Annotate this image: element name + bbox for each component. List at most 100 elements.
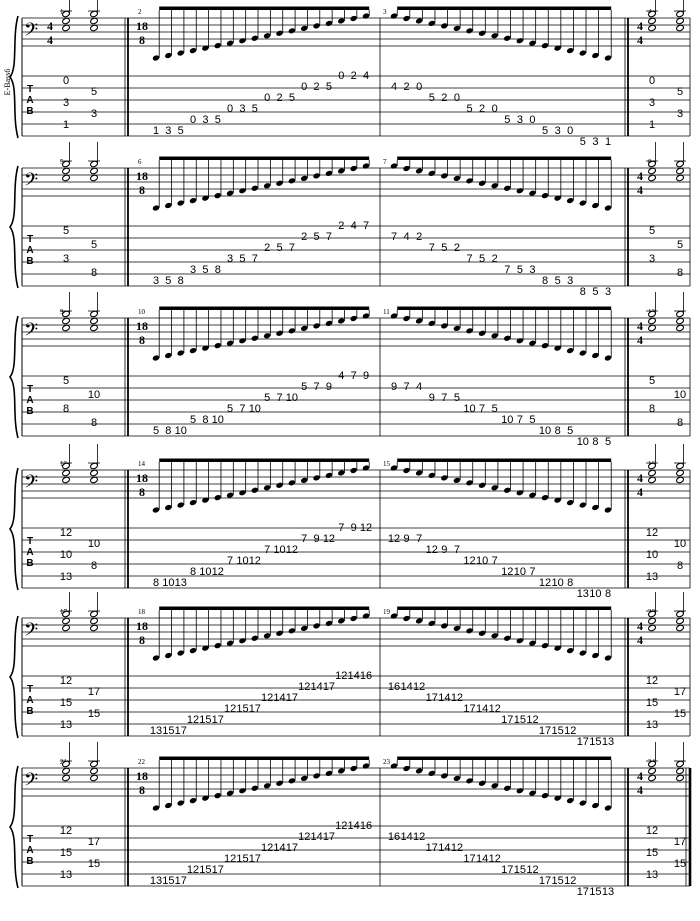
half-note-head (89, 767, 99, 775)
eighth-note-head (214, 643, 222, 649)
tab-fret-number: 16 (360, 670, 372, 682)
eighth-note-head (441, 23, 448, 29)
time-signature-bottom: 8 (139, 33, 145, 47)
eighth-note-head (325, 472, 333, 479)
tab-fret-number: 13 (60, 719, 72, 731)
eighth-note-head (288, 480, 296, 486)
tab-fret-number: 2 (338, 220, 344, 232)
tab-fret-number: 12 (489, 853, 501, 865)
tab-fret-number: 7 (517, 414, 523, 426)
note-beam (159, 6, 370, 10)
eighth-note-head (604, 205, 612, 211)
eighth-note-head (165, 52, 172, 59)
tab-fret-number: 10 (273, 544, 285, 556)
eighth-note-head (566, 647, 574, 654)
tab-clef-letter: B (26, 856, 33, 867)
tab-fret-number: 9 (326, 381, 332, 393)
half-note-head (61, 167, 71, 175)
eighth-note-head (202, 45, 209, 51)
eighth-note-head (263, 33, 271, 39)
tab-fret-number: 12 (187, 864, 199, 876)
eighth-note-head (263, 333, 271, 339)
eighth-note-head (362, 763, 370, 769)
tab-fret-number: 12 (335, 820, 347, 832)
tab-fret-number: 7 (492, 555, 498, 567)
tab-fret-number: 8 (567, 577, 573, 589)
tab-clef-letter: B (26, 706, 33, 717)
eighth-note-head (541, 495, 549, 501)
half-note-head (61, 324, 71, 332)
eighth-note-head (441, 773, 448, 779)
tab-fret-number: 0 (338, 70, 344, 82)
tab-fret-number: 12 (539, 577, 551, 589)
time-signature-bottom: 4 (47, 33, 53, 47)
eighth-note-head (300, 25, 308, 31)
tab-fret-number: 0 (264, 92, 270, 104)
staff-system: 𝄢TAB188442122232412171515131217151513131… (8, 742, 692, 898)
tab-fret-number: 5 (227, 403, 233, 415)
tab-fret-number: 5 (542, 125, 548, 137)
eighth-note-head (478, 330, 486, 336)
tab-fret-number: 14 (273, 842, 285, 854)
tab-fret-number: 17 (674, 686, 686, 698)
tab-fret-number: 5 (429, 92, 435, 104)
tab-fret-number: 7 (441, 392, 447, 404)
tab-fret-number: 13 (60, 571, 72, 583)
eighth-note-head (239, 338, 246, 344)
tab-fret-number: 10 (674, 538, 686, 550)
system-brace (8, 165, 19, 289)
tab-fret-number: 4 (351, 220, 357, 232)
eighth-note-head (415, 618, 423, 624)
eighth-note-head (478, 482, 486, 488)
tab-fret-number: 15 (88, 858, 100, 870)
half-note-head (647, 624, 657, 632)
tab-fret-number: 3 (239, 103, 245, 115)
note-beam (397, 606, 612, 610)
tab-fret-number: 8 (202, 414, 208, 426)
half-note-head (89, 774, 99, 782)
tab-fret-number: 15 (60, 847, 72, 859)
eighth-note-head (226, 40, 234, 46)
tab-fret-number: 12 (526, 864, 538, 876)
eighth-note-head (189, 197, 197, 204)
half-note-head (89, 610, 99, 618)
tab-clef-letter: A (26, 547, 33, 558)
tab-fret-number: 10 (501, 414, 513, 426)
eighth-note-head (491, 485, 499, 491)
eighth-note-head (604, 355, 612, 361)
half-note-head (61, 469, 71, 477)
tab-fret-number: 5 (165, 275, 171, 287)
tab-fret-number: 17 (286, 842, 298, 854)
measure-number: 10 (138, 308, 146, 316)
note-beam (397, 156, 612, 160)
eighth-note-head (541, 193, 549, 199)
eighth-note-head (226, 492, 234, 498)
eighth-note-head (529, 40, 536, 46)
tab-fret-number: 15 (674, 858, 686, 870)
tab-fret-number: 5 (252, 103, 258, 115)
tab-fret-number: 17 (249, 853, 261, 865)
time-signature-top: 18 (136, 19, 148, 33)
tab-fret-number: 14 (438, 842, 450, 854)
tab-fret-number: 5 (239, 253, 245, 265)
time-signature-bottom: 8 (139, 783, 145, 797)
half-note-head (647, 469, 657, 477)
tab-fret-number: 16 (360, 820, 372, 832)
eighth-note-head (466, 628, 473, 634)
note-beam (159, 306, 370, 310)
tab-fret-number: 7 (227, 555, 233, 567)
half-note-head (675, 317, 685, 325)
tab-fret-number: 9 (363, 370, 369, 382)
half-note-head (89, 167, 99, 175)
tab-fret-number: 8 (215, 264, 221, 276)
system-brace (8, 15, 19, 139)
eighth-note-head (403, 615, 410, 622)
eighth-note-head (390, 465, 398, 471)
eighth-note-head (313, 475, 320, 481)
tab-fret-number: 17 (286, 692, 298, 704)
tab-fret-number: 12 (212, 566, 224, 578)
eighth-note-head (604, 55, 612, 61)
eighth-note-head (350, 15, 357, 22)
tab-fret-number: 15 (162, 875, 174, 887)
half-note-head (89, 462, 99, 470)
